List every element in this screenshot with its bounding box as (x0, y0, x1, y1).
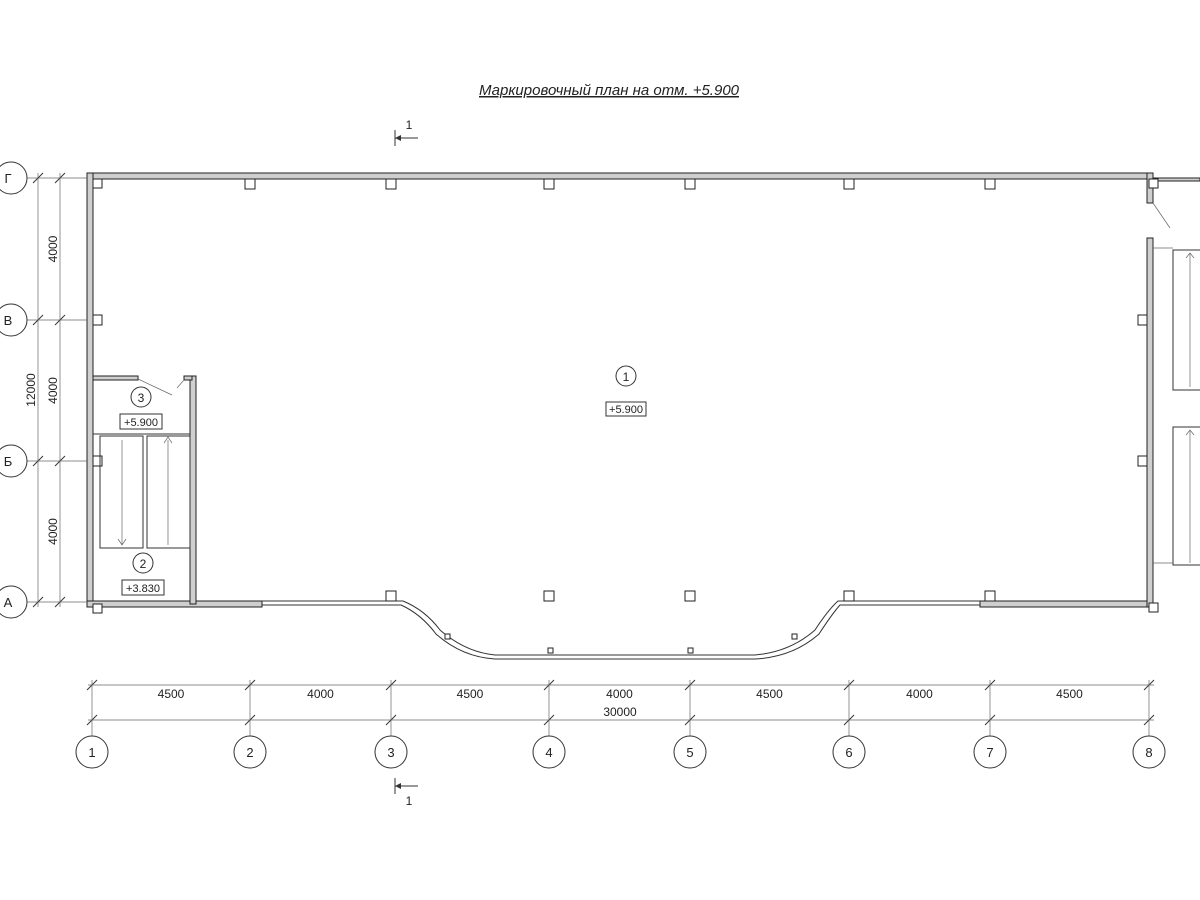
column (1137, 455, 1148, 467)
svg-text:+3.830: +3.830 (126, 583, 160, 595)
column (684, 590, 696, 602)
column (385, 178, 397, 190)
column-axis-bubble (673, 735, 707, 769)
dimension-label: 4500 (1056, 687, 1083, 701)
column (92, 455, 103, 467)
curved-glazing (262, 600, 980, 660)
column-axis-label: 6 (845, 745, 852, 760)
svg-text:1: 1 (406, 118, 413, 132)
total-dimension-label: 30000 (603, 705, 637, 719)
walls (86, 172, 1200, 608)
column (843, 178, 855, 190)
svg-text:+5.900: +5.900 (609, 404, 643, 416)
dimension-lines: 4500 4000 4500 4000 4500 4000 4500 30000 4000 400… (24, 173, 1154, 721)
row-axis-label: А (4, 595, 13, 610)
dimension-label: 4000 (46, 235, 60, 262)
row-axis-bubble (0, 303, 28, 337)
section-mark-top: 1 (394, 118, 418, 146)
dimension-label: 4500 (457, 687, 484, 701)
section-mark-bottom: 1 (394, 778, 418, 808)
dimension-label: 4000 (606, 687, 633, 701)
row-axis-bubble (0, 585, 28, 619)
column (984, 178, 996, 190)
svg-text:3: 3 (138, 391, 145, 405)
column (92, 603, 103, 614)
column (385, 590, 397, 602)
column-axis-label: 8 (1145, 745, 1152, 760)
column (1148, 602, 1159, 613)
drawing-title: Маркировочный план на отм. +5.900 (479, 82, 740, 99)
svg-text:1: 1 (623, 370, 630, 384)
column (684, 178, 696, 190)
dimension-label: 4000 (46, 518, 60, 545)
column-axis-bubble (233, 735, 267, 769)
column (1137, 314, 1148, 326)
dimension-label: 4500 (158, 687, 185, 701)
column (92, 314, 103, 326)
column-axis-label: 5 (686, 745, 693, 760)
room-1-tag: 1 +5.900 (605, 365, 647, 417)
column-axis-bubble (1132, 735, 1166, 769)
column (984, 590, 996, 602)
stair-right (1153, 247, 1200, 566)
column (1148, 178, 1159, 189)
svg-text:2: 2 (140, 557, 147, 571)
dimension-label: 4000 (307, 687, 334, 701)
row-axis-bubble (0, 161, 28, 195)
grid-axes: Г В Б А 1 2 3 4 5 6 7 8 (0, 161, 1166, 769)
stair-left (93, 433, 191, 549)
dimension-label: 4500 (756, 687, 783, 701)
column (843, 590, 855, 602)
room-3-tag: 3 +5.900 (119, 386, 163, 430)
row-axis-label: Б (4, 454, 13, 469)
column-axis-label: 1 (88, 745, 95, 760)
svg-text:1: 1 (406, 794, 413, 808)
column-axis-bubble (75, 735, 109, 769)
column-axis-bubble (532, 735, 566, 769)
column-axis-label: 4 (545, 745, 552, 760)
total-dimension-label: 12000 (24, 373, 38, 407)
dimension-label: 4000 (46, 377, 60, 404)
row-axis-bubble (0, 444, 28, 478)
column-axis-bubble (973, 735, 1007, 769)
column (543, 178, 555, 190)
column-axis-label: 2 (246, 745, 253, 760)
structural-columns (92, 178, 1159, 614)
column-axis-bubble (374, 735, 408, 769)
column-axis-bubble (832, 735, 866, 769)
column (244, 178, 256, 190)
column-axis-label: 7 (986, 745, 993, 760)
svg-text:+5.900: +5.900 (124, 417, 158, 429)
column-axis-label: 3 (387, 745, 394, 760)
row-axis-label: Г (4, 171, 11, 186)
room-2-tag: 2 +3.830 (121, 552, 165, 596)
row-axis-label: В (4, 313, 13, 328)
dimension-label: 4000 (906, 687, 933, 701)
column (543, 590, 555, 602)
column (92, 178, 103, 189)
